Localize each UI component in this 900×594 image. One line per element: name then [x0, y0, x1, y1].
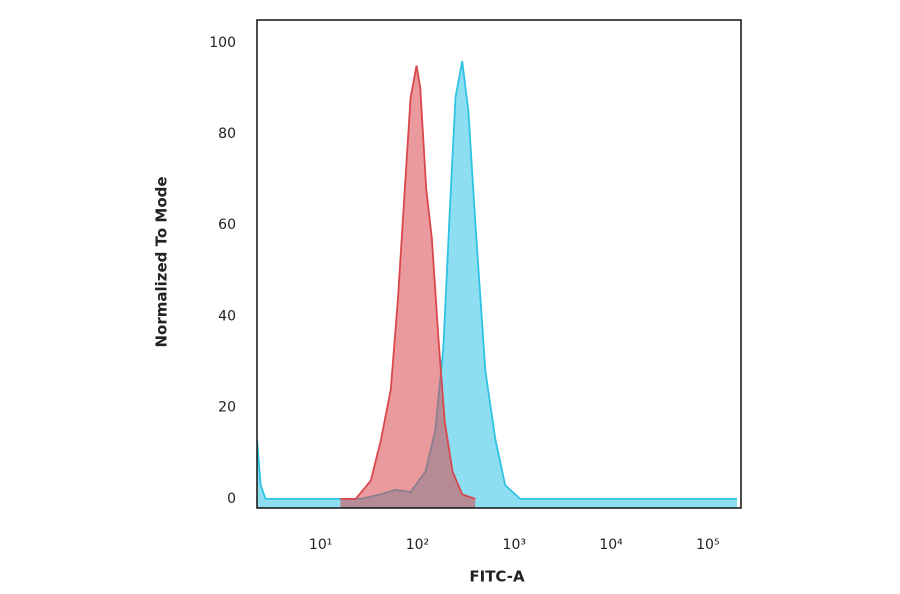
y-axis-title: Normalized To Mode	[153, 176, 171, 347]
x-tick-label: 10³	[503, 537, 526, 553]
y-tick-label: 40	[218, 308, 236, 324]
area-fill	[340, 65, 476, 508]
x-tick-label: 10¹	[309, 537, 332, 553]
y-tick-label: 0	[227, 491, 236, 507]
area-line	[257, 60, 737, 500]
y-tick-label: 60	[218, 217, 236, 233]
y-tick-label: 20	[218, 400, 236, 416]
area-fill	[257, 61, 737, 508]
plot-frame	[256, 19, 742, 509]
y-tick-label: 100	[209, 35, 236, 51]
y-tick-label: 80	[218, 126, 236, 142]
x-tick-label: 10²	[406, 537, 429, 553]
x-tick-label: 10⁴	[599, 537, 623, 553]
area-line	[340, 65, 476, 500]
x-tick-label: 10⁵	[696, 537, 719, 553]
x-axis-title: FITC-A	[469, 568, 525, 586]
